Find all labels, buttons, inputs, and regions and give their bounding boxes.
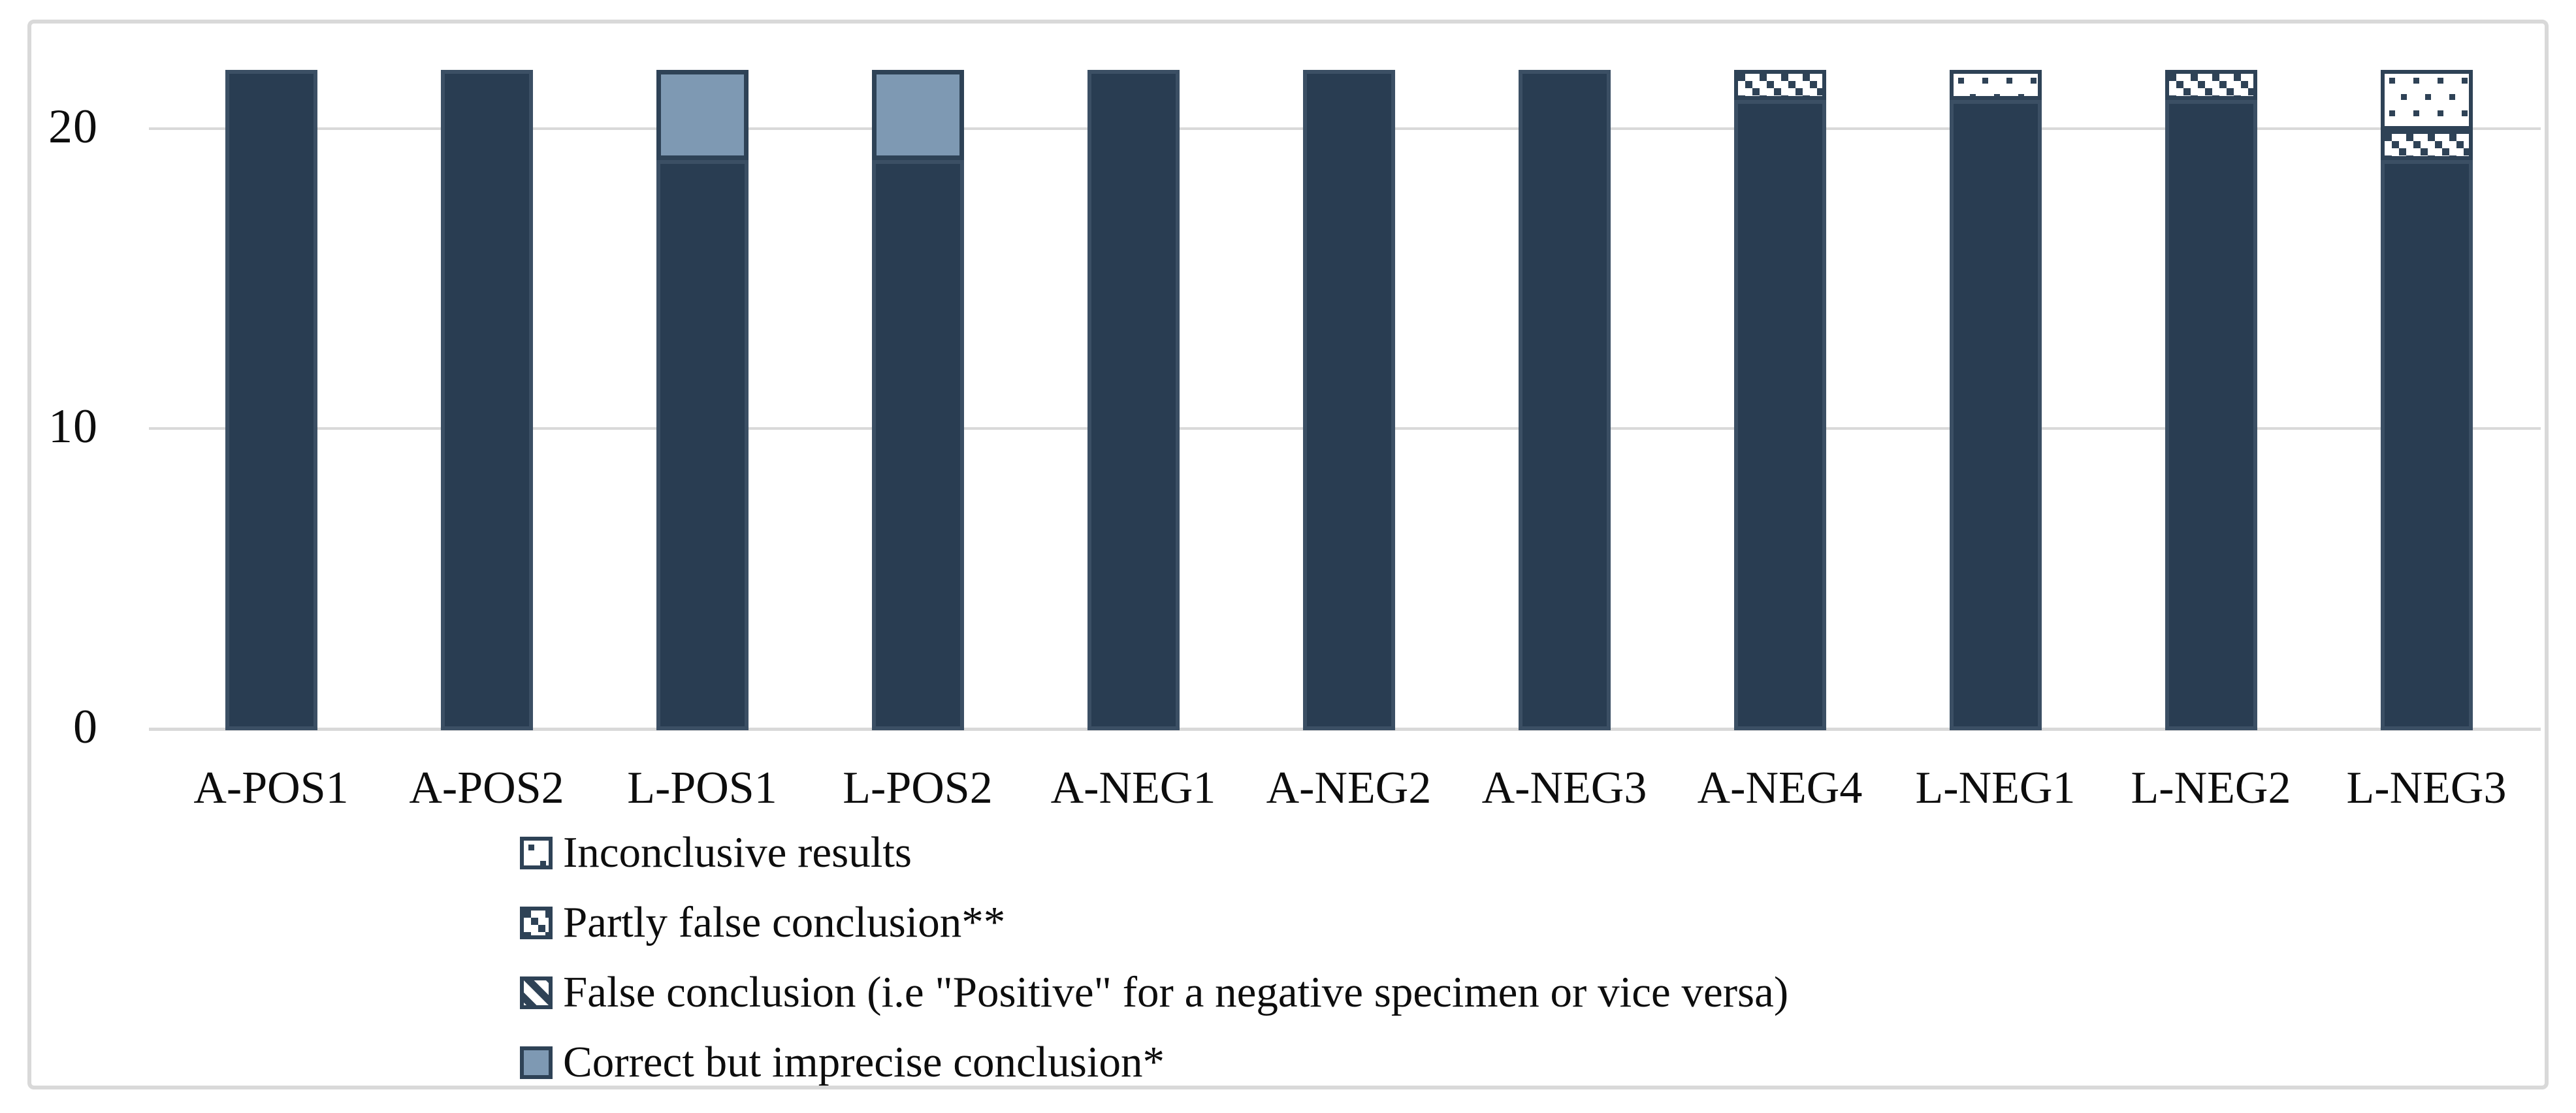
bar-A-POS2 (440, 70, 533, 730)
legend: Inconclusive results Partly false conclu… (520, 831, 1788, 1084)
bar-segment-base (2380, 159, 2473, 730)
diagonal-stripes-pattern-icon (524, 980, 549, 1005)
bar-cell-A-POS1 (163, 69, 379, 730)
bar-segment-partly_false (2380, 129, 2473, 160)
y-tick-label-10: 10 (48, 400, 98, 454)
bar-segment-inconclusive (2380, 70, 2473, 130)
y-tick-label-20: 20 (48, 99, 98, 153)
bar-A-NEG3 (1518, 70, 1611, 730)
bar-segment-base (1087, 70, 1180, 730)
bar-segment-base (225, 70, 317, 730)
legend-label: False conclusion (i.e "Positive" for a n… (563, 968, 1789, 1016)
bar-cell-L-NEG2 (2103, 69, 2319, 730)
bar-L-POS1 (656, 70, 749, 730)
x-tick-label-L-POS2: L-POS2 (843, 763, 993, 813)
bar-segment-base (2165, 99, 2257, 730)
y-axis-tick-labels: 0 10 20 (0, 0, 98, 1113)
bar-segment-base (1518, 70, 1611, 730)
bar-segment-correct_imprecise (656, 70, 749, 160)
legend-row-correct-imprecise: Correct but imprecise conclusion* (520, 1040, 1788, 1084)
legend-row-false-conclusion: False conclusion (i.e "Positive" for a n… (520, 971, 1788, 1014)
dots-pattern-fill (1953, 74, 2038, 96)
bar-L-POS2 (871, 70, 964, 730)
bar-cell-A-NEG2 (1241, 69, 1457, 730)
x-tick-label-L-NEG3: L-NEG3 (2346, 763, 2507, 813)
x-tick-label-A-NEG1: A-NEG1 (1050, 763, 1216, 813)
bar-cell-A-NEG1 (1025, 69, 1241, 730)
bar-segment-base (656, 159, 749, 730)
diagonal-checker-pattern-icon (524, 910, 549, 935)
x-tick-label-A-POS2: A-POS2 (409, 763, 564, 813)
plot-area (163, 69, 2534, 730)
diagonal-checker-pattern-fill (2384, 133, 2469, 156)
legend-swatch-diagonal-stripes (520, 976, 553, 1009)
bar-segment-base (871, 159, 964, 730)
x-tick-label-A-NEG3: A-NEG3 (1481, 763, 1647, 813)
legend-swatch-diagonal-checker (520, 906, 553, 939)
x-tick-label-A-POS1: A-POS1 (193, 763, 349, 813)
bar-A-NEG2 (1302, 70, 1395, 730)
bar-cell-A-POS2 (379, 69, 594, 730)
legend-swatch-solid (520, 1046, 553, 1079)
bar-segment-base (440, 70, 533, 730)
x-tick-label-L-POS1: L-POS1 (627, 763, 777, 813)
bar-segment-correct_imprecise (871, 70, 964, 160)
legend-row-partly-false: Partly false conclusion** (520, 901, 1788, 944)
bar-segment-base (1302, 70, 1395, 730)
legend-row-inconclusive: Inconclusive results (520, 831, 1788, 875)
bar-A-NEG4 (1733, 70, 1826, 730)
y-tick-label-0: 0 (73, 700, 98, 754)
bar-L-NEG1 (1949, 70, 2042, 730)
bar-A-NEG1 (1087, 70, 1180, 730)
x-tick-label-A-NEG4: A-NEG4 (1697, 763, 1863, 813)
x-axis-tick-labels: A-POS1 A-POS2 L-POS1 L-POS2 A-NEG1 A-NEG2 A-NE… (163, 756, 2534, 820)
x-tick-label-L-NEG1: L-NEG1 (1915, 763, 2076, 813)
legend-swatch-dots (520, 836, 553, 869)
bar-cell-L-POS2 (810, 69, 1025, 730)
bar-segment-partly_false (2165, 70, 2257, 100)
diagonal-checker-pattern-fill (2168, 74, 2253, 96)
bar-cell-L-NEG1 (1888, 69, 2103, 730)
legend-label: Correct but imprecise conclusion* (563, 1038, 1165, 1086)
bar-cell-L-POS1 (594, 69, 810, 730)
bar-L-NEG2 (2165, 70, 2257, 730)
bar-segment-inconclusive (1949, 70, 2042, 100)
dots-pattern-fill (2384, 74, 2469, 126)
bar-L-NEG3 (2380, 70, 2473, 730)
bar-segment-partly_false (1733, 70, 1826, 100)
legend-label: Inconclusive results (563, 828, 912, 877)
bar-cell-A-NEG4 (1672, 69, 1888, 730)
bar-cell-L-NEG3 (2319, 69, 2534, 730)
diagonal-checker-pattern-fill (1737, 74, 1822, 96)
bar-cell-A-NEG3 (1457, 69, 1672, 730)
x-tick-label-L-NEG2: L-NEG2 (2131, 763, 2291, 813)
bar-segment-base (1949, 99, 2042, 730)
bar-A-POS1 (225, 70, 317, 730)
legend-label: Partly false conclusion** (563, 898, 1006, 946)
x-tick-label-A-NEG2: A-NEG2 (1266, 763, 1432, 813)
dots-pattern-icon (524, 840, 549, 865)
bar-segment-base (1733, 99, 1826, 730)
